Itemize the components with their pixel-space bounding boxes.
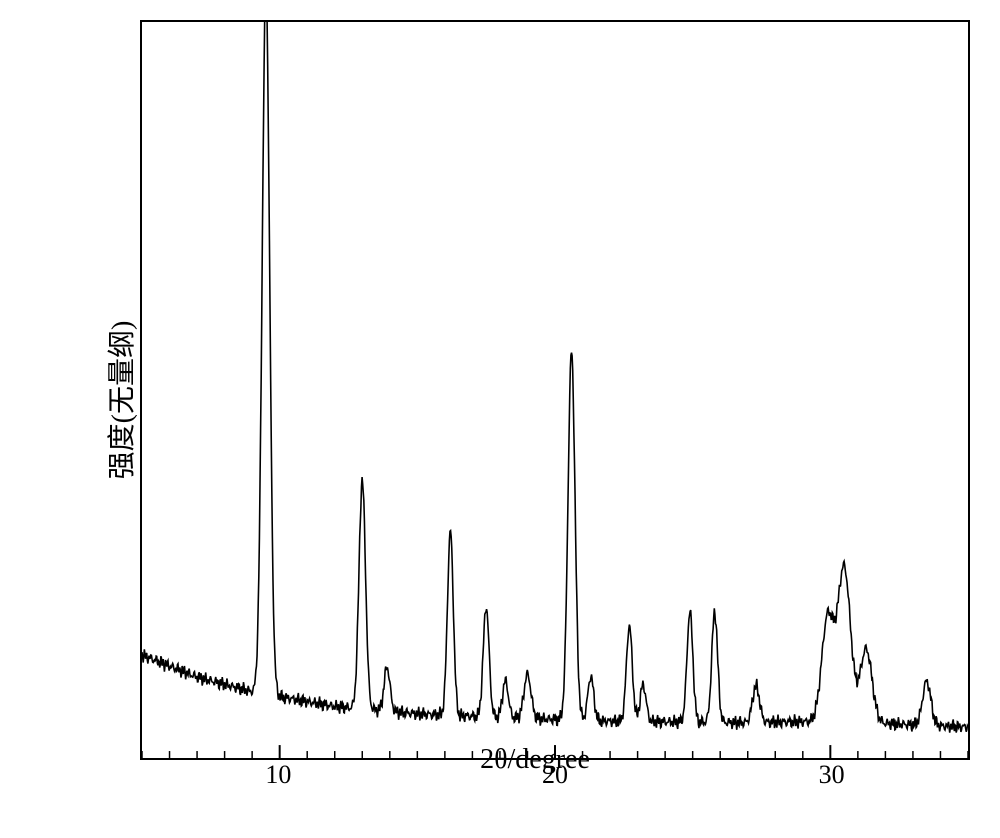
x-tick-label: 10 — [265, 760, 291, 790]
y-axis-label: 强度(无量纲) — [100, 321, 140, 480]
x-tick-label: 30 — [819, 760, 845, 790]
spectrum-svg — [142, 22, 968, 758]
xrd-chart: 强度(无量纲) 102030 2θ/degree — [100, 20, 970, 780]
plot-area — [140, 20, 970, 760]
spectrum-line — [142, 22, 968, 733]
x-axis-label: 2θ/degree — [480, 744, 590, 776]
